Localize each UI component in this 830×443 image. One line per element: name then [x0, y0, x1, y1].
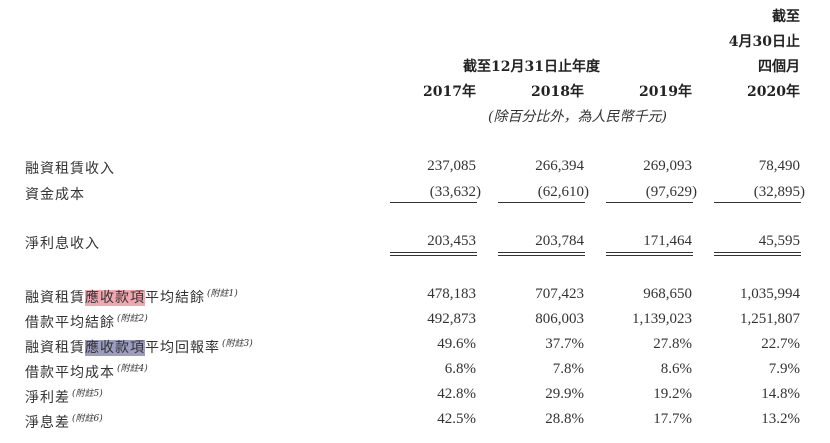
- avg-receivables-2019: 968,650: [643, 286, 692, 302]
- avg-return-2018: 37.7%: [545, 336, 584, 352]
- label-text: 淨利差: [25, 390, 70, 406]
- avg-borrowing-cost-2019: 8.6%: [660, 361, 692, 377]
- avg-borrowings-2017: 492,873: [427, 311, 476, 327]
- avg-receivables-2018: 707,423: [535, 286, 584, 302]
- label-prefix: 融資租賃: [25, 290, 85, 306]
- col4-header-line1: 截至: [772, 9, 800, 25]
- avg-borrowing-cost-2017: 6.8%: [444, 361, 476, 377]
- col4-header-line3: 四個月: [758, 59, 800, 75]
- avg-borrowings-2018: 806,003: [535, 311, 584, 327]
- subtotal-underline-2019: [606, 202, 693, 203]
- label-suffix: 平均回報率: [145, 340, 220, 356]
- highlighted-receivables-text: 應收款項: [85, 340, 145, 356]
- row-label-net-spread: 淨利差 (附註5): [25, 386, 103, 407]
- year-header-2020: 2020年: [747, 84, 800, 100]
- funding-cost-2019: (97,629): [645, 184, 697, 200]
- avg-borrowings-2019: 1,139,023: [632, 311, 692, 327]
- row-label-net-interest-margin: 淨息差 (附註6): [25, 411, 103, 432]
- row-label-net-interest-income: 淨利息收入: [25, 236, 100, 252]
- footnote-1: (附註1): [207, 289, 238, 299]
- highlighted-receivables-text: 應收款項: [85, 290, 145, 306]
- footnote-5: (附註5): [72, 389, 103, 399]
- net-interest-income-2018: 203,784: [535, 233, 584, 249]
- lease-income-2019: 269,093: [643, 158, 692, 174]
- net-spread-2020: 14.8%: [761, 386, 800, 402]
- row-label-avg-receivables: 融資租賃應收款項平均結餘 (附註1): [25, 286, 238, 307]
- net-interest-margin-2019: 17.7%: [653, 411, 692, 427]
- row-label-avg-return: 融資租賃應收款項平均回報率 (附註3): [25, 336, 253, 357]
- label-text: 借款平均成本: [25, 365, 115, 381]
- total-double-underline-2018: [498, 252, 585, 256]
- avg-borrowings-2020: 1,251,807: [740, 311, 800, 327]
- subtotal-underline-2018: [498, 202, 585, 203]
- footnote-6: (附註6): [72, 414, 103, 424]
- footnote-4: (附註4): [117, 364, 148, 374]
- footnote-2: (附註2): [117, 314, 148, 324]
- net-interest-income-2017: 203,453: [427, 233, 476, 249]
- avg-receivables-2020: 1,035,994: [740, 286, 800, 302]
- row-label-avg-borrowings: 借款平均結餘 (附註2): [25, 311, 148, 332]
- net-interest-margin-2020: 13.2%: [761, 411, 800, 427]
- net-spread-2017: 42.8%: [437, 386, 476, 402]
- subtotal-underline-2020: [714, 202, 801, 203]
- row-label-avg-borrowing-cost: 借款平均成本 (附註4): [25, 361, 148, 382]
- net-spread-2018: 29.9%: [545, 386, 584, 402]
- footnote-3: (附註3): [222, 339, 253, 349]
- avg-return-2017: 49.6%: [437, 336, 476, 352]
- funding-cost-2017: (33,632): [429, 184, 481, 200]
- annual-period-header: 截至12月31日止年度: [463, 59, 600, 75]
- avg-receivables-2017: 478,183: [427, 286, 476, 302]
- label-prefix: 融資租賃: [25, 340, 85, 356]
- year-header-2017: 2017年: [423, 84, 476, 100]
- label-text: 淨息差: [25, 415, 70, 431]
- subtotal-underline-2017: [390, 202, 477, 203]
- label-suffix: 平均結餘: [145, 290, 205, 306]
- year-header-2019: 2019年: [639, 84, 692, 100]
- label-text: 借款平均結餘: [25, 315, 115, 331]
- total-double-underline-2017: [390, 252, 477, 256]
- net-interest-margin-2017: 42.5%: [437, 411, 476, 427]
- net-spread-2019: 19.2%: [653, 386, 692, 402]
- row-label-lease-income: 融資租賃收入: [25, 161, 115, 177]
- total-double-underline-2019: [606, 252, 693, 256]
- unit-note: (除百分比外，為人民幣千元): [488, 109, 667, 125]
- net-interest-margin-2018: 28.8%: [545, 411, 584, 427]
- row-label-funding-cost: 資金成本: [25, 187, 85, 203]
- lease-income-2020: 78,490: [758, 158, 800, 174]
- funding-cost-2020: (32,895): [753, 184, 805, 200]
- avg-borrowing-cost-2020: 7.9%: [768, 361, 800, 377]
- avg-return-2019: 27.8%: [653, 336, 692, 352]
- lease-income-2017: 237,085: [427, 158, 476, 174]
- funding-cost-2018: (62,610): [537, 184, 589, 200]
- net-interest-income-2019: 171,464: [643, 233, 692, 249]
- year-header-2018: 2018年: [531, 84, 584, 100]
- lease-income-2018: 266,394: [535, 158, 584, 174]
- col4-header-line2: 4月30日止: [728, 34, 800, 50]
- avg-return-2020: 22.7%: [761, 336, 800, 352]
- net-interest-income-2020: 45,595: [758, 233, 800, 249]
- total-double-underline-2020: [714, 252, 801, 256]
- avg-borrowing-cost-2018: 7.8%: [552, 361, 584, 377]
